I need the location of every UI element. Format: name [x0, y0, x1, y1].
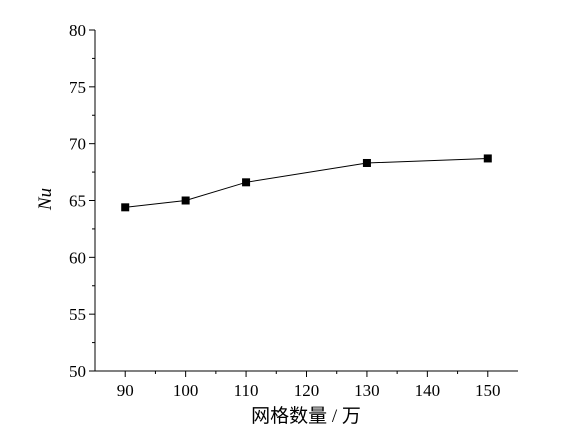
series-layer: [121, 154, 492, 212]
y-axis-title: Nu: [35, 188, 56, 211]
y-tick-label: 75: [69, 78, 86, 97]
data-point-marker: [242, 178, 251, 187]
data-point-marker: [362, 158, 371, 167]
y-tick-label: 70: [69, 135, 86, 154]
data-point-marker: [121, 203, 130, 212]
x-axis-title: 网格数量 / 万: [251, 405, 361, 427]
x-tick-label: 120: [294, 381, 320, 400]
tick-labels: 50 55 60 65 70 75 80 90 100 110 120 130 140 150: [69, 21, 501, 400]
y-tick-label: 60: [69, 248, 86, 267]
tick-marks: [89, 29, 489, 377]
x-tick-label: 130: [354, 381, 380, 400]
y-tick-label: 55: [69, 305, 86, 324]
x-tick-label: 100: [173, 381, 199, 400]
x-tick-label: 110: [234, 381, 259, 400]
axes: [94, 30, 518, 372]
data-point-marker: [181, 196, 190, 205]
y-tick-label: 65: [69, 192, 86, 211]
data-point-marker: [483, 154, 492, 163]
x-tick-label: 140: [415, 381, 441, 400]
y-tick-label: 80: [69, 21, 86, 40]
x-tick-label: 150: [475, 381, 501, 400]
series-line: [125, 157, 488, 208]
x-tick-label: 90: [117, 381, 134, 400]
y-tick-label: 50: [69, 362, 86, 381]
